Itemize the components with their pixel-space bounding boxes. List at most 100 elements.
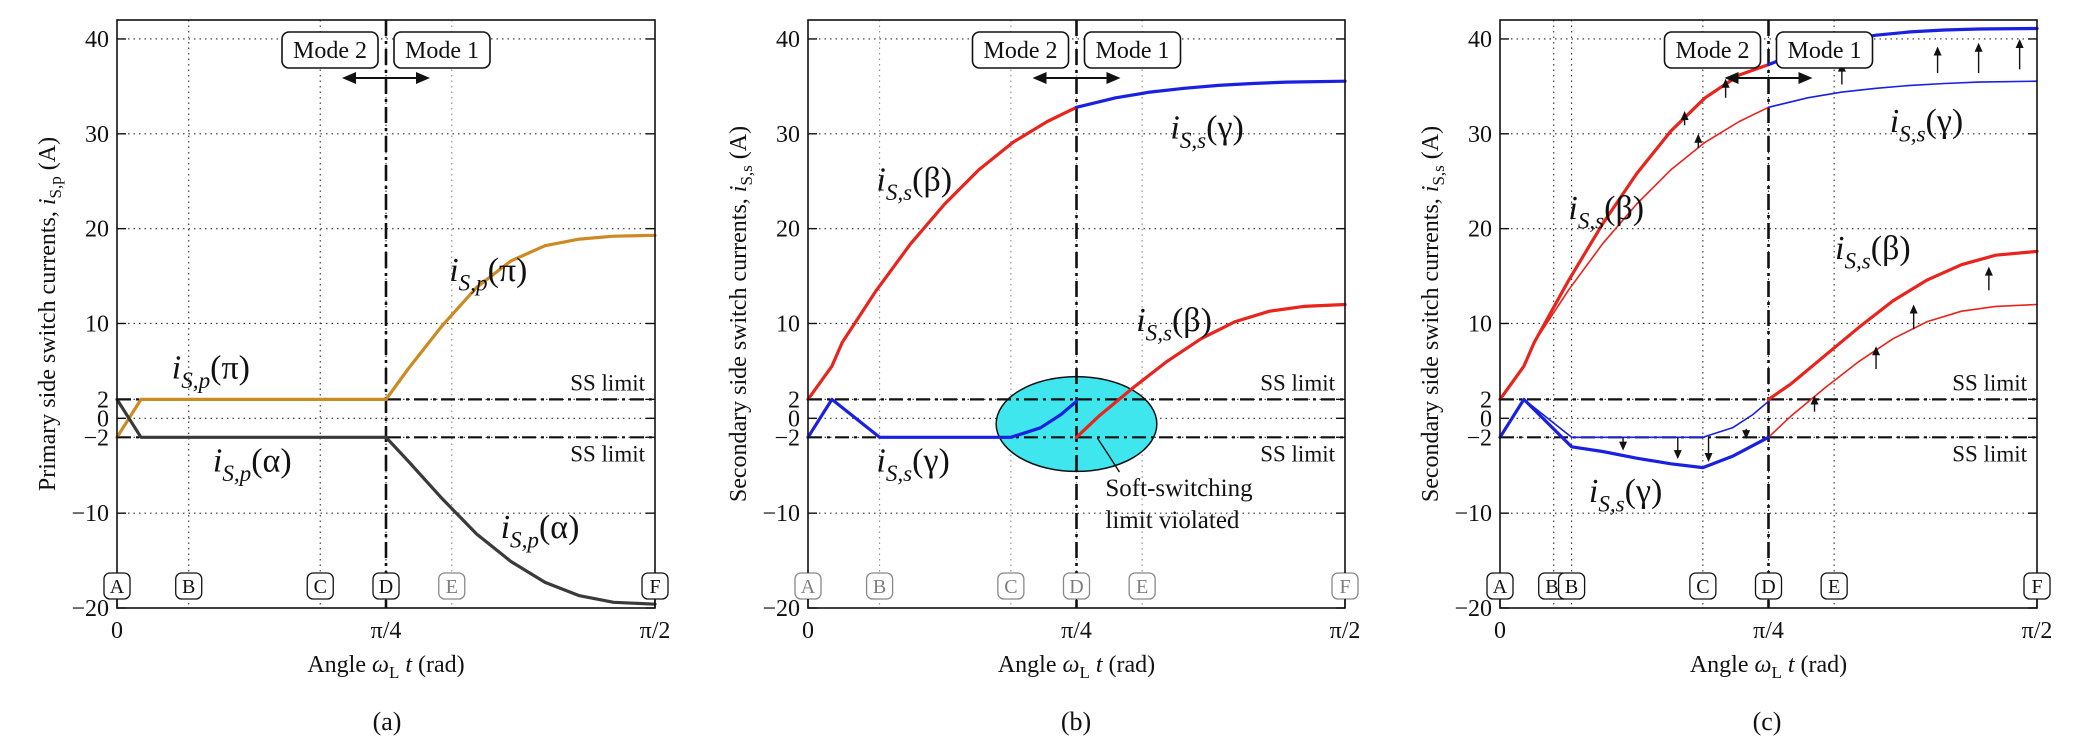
- shift-arrow-head: [1984, 266, 1993, 276]
- point-marker-box: [1689, 572, 1717, 600]
- point-marker-label: A: [110, 576, 125, 598]
- point-marker-box: [175, 572, 203, 600]
- series-line: [806, 105, 1079, 401]
- ss-limit-label: SS limit: [1952, 441, 2027, 466]
- series-line: [1074, 79, 1347, 109]
- label-sub: S,p: [510, 527, 539, 553]
- label-main: i: [449, 252, 458, 289]
- series-annotation: iS,s(β): [876, 162, 952, 207]
- series-line: [1498, 62, 1771, 401]
- mode-2-label: Mode 2: [984, 38, 1058, 64]
- mode-arrow-head-right: [1106, 72, 1121, 84]
- shift-arrow-head: [2015, 38, 2024, 48]
- y-tick-label: −2: [83, 425, 109, 451]
- label-sub: S,s: [1899, 121, 1925, 147]
- y-tick-label: −20: [1454, 596, 1492, 622]
- mode-1-label: Mode 1: [405, 38, 479, 64]
- mode-indicator: Mode 2 Mode 1: [1663, 31, 1874, 84]
- x-axis-label: Angle ωL t (rad): [998, 652, 1155, 682]
- y-tick-label: 2: [97, 387, 109, 413]
- y-tick-label: 0: [788, 406, 800, 432]
- point-marker-label: E: [446, 576, 458, 598]
- x-label-omega: ω: [372, 652, 389, 678]
- y-label-sub: S,s: [737, 165, 756, 185]
- label-sub: S,s: [1578, 209, 1604, 235]
- mode-1-box: [393, 31, 491, 69]
- series-annotation: iS,p(π): [172, 349, 250, 394]
- point-marker-box: [438, 572, 466, 600]
- series-line: [1074, 302, 1347, 439]
- y-tick-label: 10: [85, 311, 109, 337]
- y-tick-label: 2: [1480, 387, 1492, 413]
- y-label-text: Primary side switch currents,: [35, 205, 61, 491]
- point-marker-box: [641, 572, 669, 600]
- x-label-omega: ω: [1755, 652, 1772, 678]
- series-line: [115, 397, 657, 606]
- x-tick-label: π/4: [1753, 618, 1784, 644]
- series-line: [1767, 80, 2038, 109]
- x-tick-label: π/4: [1061, 618, 1092, 644]
- label-arg: (β): [1172, 302, 1212, 339]
- shift-arrow-head: [1933, 46, 1942, 56]
- mode-arrow-head-left: [342, 72, 356, 84]
- series-annotation: iS,s(γ): [1170, 110, 1243, 155]
- y-tick-label: 0: [1480, 406, 1492, 432]
- label-arg: (α): [539, 509, 579, 546]
- y-tick-label: 2: [788, 387, 800, 413]
- mode-1-label: Mode 1: [1096, 38, 1170, 64]
- y-axis-label: Primary side switch currents, iS,p (A): [35, 137, 65, 491]
- label-sub: S,s: [886, 461, 912, 487]
- point-marker-box: [1486, 572, 1514, 600]
- label-arg: (γ): [1926, 103, 1964, 140]
- series-line: [806, 397, 1079, 439]
- label-sub: S,p: [222, 461, 251, 487]
- y-label-text: Secondary side switch currents,: [726, 192, 752, 502]
- y-label-symbol: i: [1418, 186, 1444, 193]
- label-arg: (π): [488, 252, 528, 289]
- callout-text: limit violated: [1105, 507, 1240, 534]
- y-tick-label: 20: [776, 217, 800, 243]
- label-arg: (β): [1604, 190, 1644, 227]
- callout-text: Soft-switching: [1105, 475, 1253, 502]
- point-marker-box: [306, 572, 334, 600]
- label-main: i: [1170, 110, 1179, 147]
- y-tick-label: 40: [1468, 27, 1492, 53]
- mode-arrow-head-right: [416, 72, 430, 84]
- y-label-unit: (A): [726, 126, 752, 165]
- callout-leader: [1096, 437, 1121, 473]
- x-label-sub: L: [1079, 663, 1089, 682]
- label-sub: S,s: [1146, 321, 1172, 347]
- shift-arrow-head: [1704, 452, 1713, 462]
- mode-2-label: Mode 2: [1676, 38, 1750, 64]
- shift-arrow-head: [1909, 304, 1918, 314]
- y-tick-label: −10: [71, 501, 109, 527]
- y-tick-label: 20: [1468, 217, 1492, 243]
- shift-arrow-head: [1810, 395, 1819, 405]
- ss-limit-label: SS limit: [1952, 370, 2027, 395]
- point-marker-box: [997, 572, 1025, 600]
- y-tick-label: 30: [776, 122, 800, 148]
- label-main: i: [501, 509, 510, 546]
- label-main: i: [1136, 302, 1145, 339]
- series-line: [115, 233, 657, 439]
- shift-arrow-head: [1694, 133, 1703, 143]
- point-marker-box: [1557, 572, 1586, 600]
- y-tick-label: −20: [762, 596, 800, 622]
- point-marker-label: D: [379, 576, 393, 598]
- shift-arrow-head: [1721, 78, 1730, 88]
- label-arg: (γ): [1206, 110, 1244, 147]
- x-tick-label: 0: [111, 618, 123, 644]
- point-marker-box: [372, 572, 400, 600]
- label-arg: (π): [210, 349, 250, 386]
- x-label-text: Angle: [1690, 652, 1755, 678]
- panel-caption: (b): [1061, 707, 1091, 736]
- x-label-t: t: [1782, 652, 1796, 678]
- y-label-sub: S,p: [46, 176, 65, 198]
- x-tick-label: π/4: [371, 618, 402, 644]
- series-annotation: iS,p(α): [501, 509, 580, 554]
- x-label-t: t: [1090, 652, 1104, 678]
- series-annotation: iS,s(β): [1835, 230, 1911, 275]
- label-arg: (β): [1871, 230, 1911, 267]
